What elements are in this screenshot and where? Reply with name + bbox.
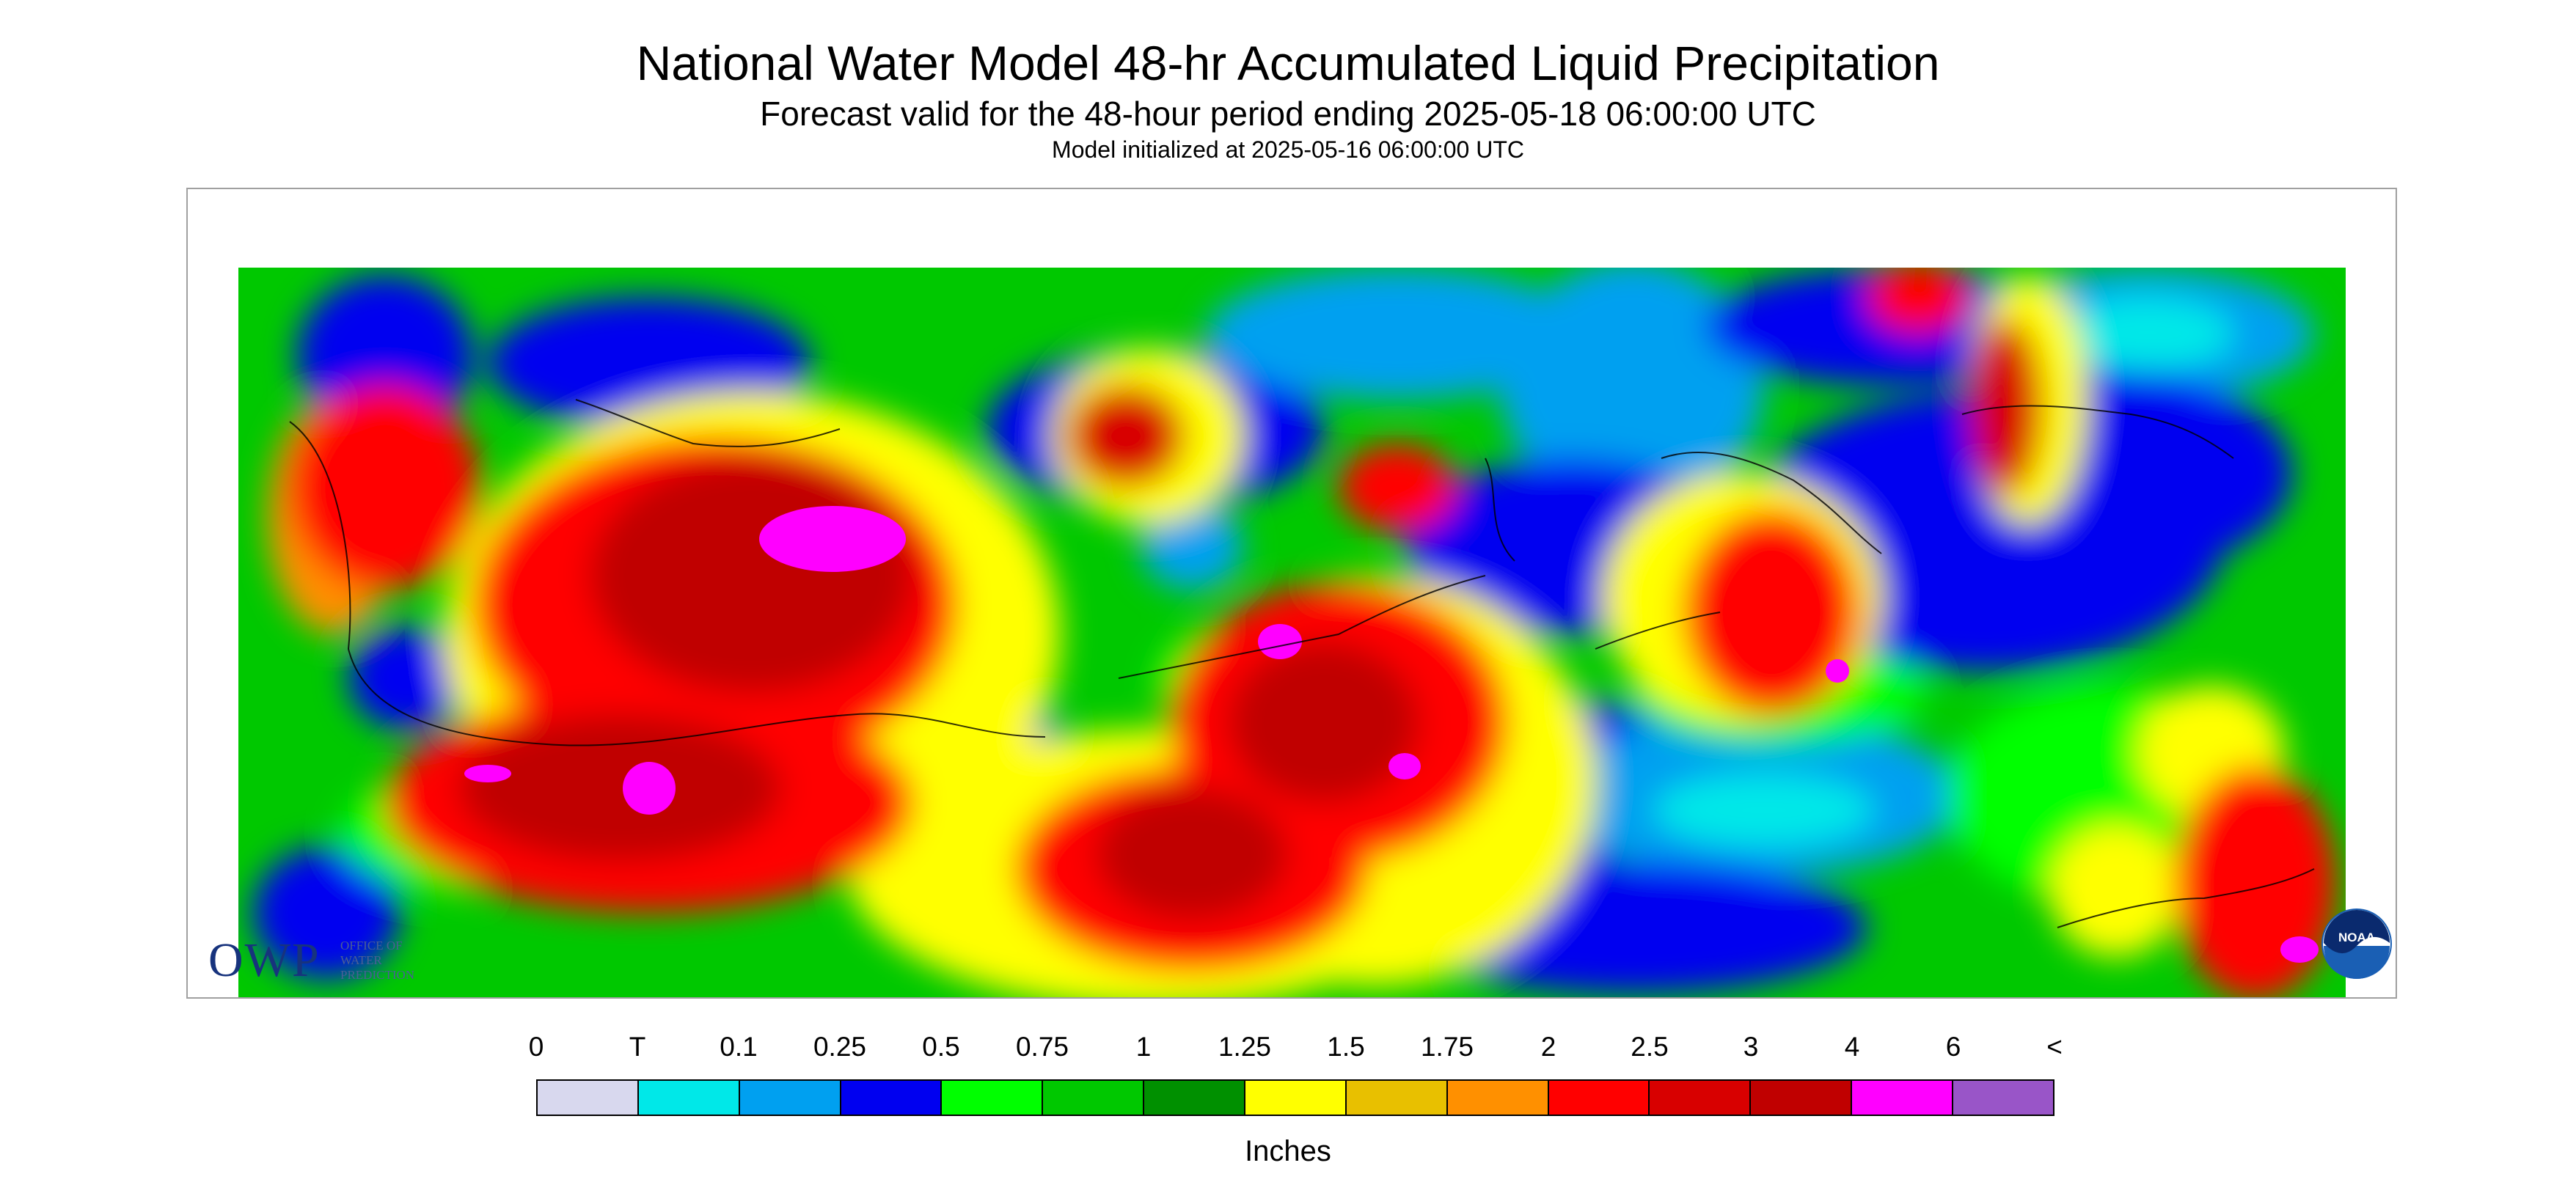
noaa-logo-text: NOAA [2338,930,2375,944]
legend-tick-label: 3 [1743,1032,1759,1062]
legend-swatch [1548,1081,1650,1115]
legend-tick-label: < [2046,1032,2063,1062]
legend-tick-label: 2.5 [1631,1032,1669,1062]
legend-swatch [1043,1081,1145,1115]
model-initialized-line: Model initialized at 2025-05-16 06:00:00… [1052,136,1524,163]
map-frame: OWP OFFICE OF WATER PREDICTION NOAA [186,188,2397,999]
legend-swatch [841,1081,943,1115]
legend-swatch [538,1081,639,1115]
owp-logo: OWP OFFICE OF WATER PREDICTION [198,922,418,988]
noaa-logo: NOAA [2321,908,2392,979]
legend-unit-label: Inches [1245,1135,1331,1167]
legend-swatch [739,1081,841,1115]
legend-swatch [1650,1081,1752,1115]
legend-swatch [1447,1081,1549,1115]
legend-tick-label: 0.25 [813,1032,866,1062]
map-title: National Water Model 48-hr Accumulated L… [636,36,1940,90]
legend-tick-label: 6 [1945,1032,1961,1062]
legend-tick-label: 0.75 [1015,1032,1069,1062]
legend-swatch [1245,1081,1347,1115]
precipitation-map[interactable] [238,268,2346,997]
legend-swatch [1144,1081,1246,1115]
precipitation-field [238,268,2346,997]
legend-tick-label: 1 [1135,1032,1152,1062]
legend-tick-label: 1.5 [1327,1032,1365,1062]
legend-tick-label: 0.5 [922,1032,960,1062]
legend-tick-label: 4 [1844,1032,1860,1062]
legend-tick-labels: 0 T 0.1 0.25 0.5 0.75 1 1.25 1.5 1.75 2 2.5 3 4 6 < [529,1032,2063,1068]
legend-swatch [1346,1081,1448,1115]
legend-tick-label: 1.25 [1218,1032,1271,1062]
legend-tick-label: 2 [1540,1032,1556,1062]
legend-swatch [638,1081,740,1115]
legend-tick-label: T [629,1032,646,1062]
owp-logo-text: OWP [208,933,321,987]
legend-swatch [1751,1081,1853,1115]
legend-swatch [1852,1081,1954,1115]
legend-tick-label: 1.75 [1420,1032,1474,1062]
forecast-valid-subtitle: Forecast valid for the 48-hour period en… [760,95,1816,133]
owp-logo-subtext: OFFICE OF WATER PREDICTION [340,939,415,982]
legend-tick-label: 0 [528,1032,544,1062]
legend-swatch [1953,1081,2053,1115]
legend-color-bar [536,1079,2054,1116]
legend-tick-label: 0.1 [720,1032,758,1062]
legend-swatch [942,1081,1044,1115]
